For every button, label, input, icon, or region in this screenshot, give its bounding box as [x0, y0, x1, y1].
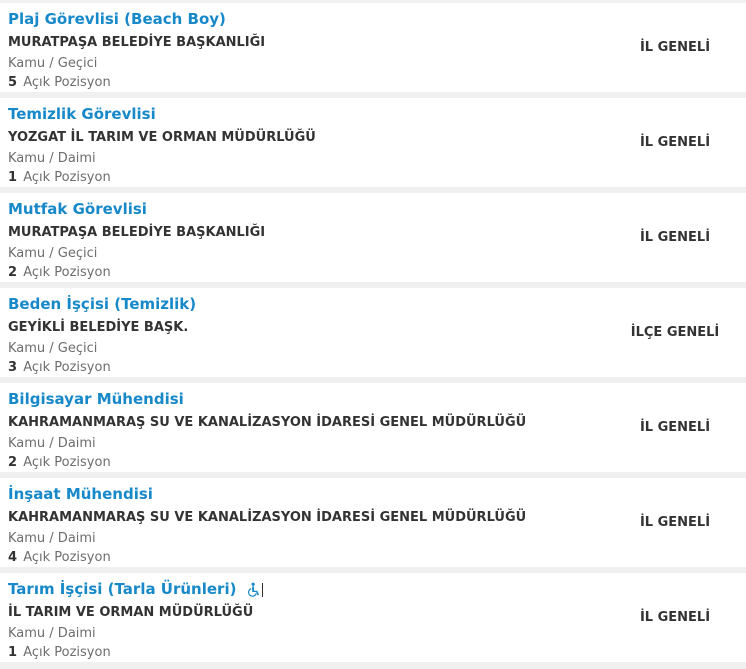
open-positions-count: 5	[8, 75, 18, 90]
job-title-link[interactable]: Beden İşçisi (Temizlik)	[8, 295, 197, 313]
open-positions: 2 Açık Pozisyon	[8, 266, 610, 280]
sector-type: Kamu / Daimi	[8, 436, 96, 451]
open-positions-count: 4	[8, 550, 18, 565]
employer-name: MURATPAŞA BELEDİYE BAŞKANLIĞI	[8, 35, 266, 50]
open-positions-label: Açık Pozisyon	[23, 550, 111, 565]
open-positions-label: Açık Pozisyon	[23, 645, 111, 660]
open-positions-count: 1	[8, 170, 18, 185]
scope-label: İL GENELİ	[639, 135, 711, 150]
employer-name: KAHRAMANMARAŞ SU VE KANALİZASYON İDARESİ…	[8, 510, 527, 525]
open-positions-label: Açık Pozisyon	[23, 265, 111, 280]
sector-type: Kamu / Daimi	[8, 531, 96, 546]
job-listing[interactable]: Tarım İşçisi (Tarla Ürünleri) İL TARIM V…	[0, 573, 746, 662]
scope-label: İL GENELİ	[639, 515, 711, 530]
open-positions: 1 Açık Pozisyon	[8, 646, 610, 660]
job-title-link[interactable]: Bilgisayar Mühendisi	[8, 390, 184, 408]
open-positions-count: 2	[8, 455, 18, 470]
open-positions-label: Açık Pozisyon	[23, 75, 111, 90]
job-listing[interactable]: Beden İşçisi (Temizlik) GEYİKLİ BELEDİYE…	[0, 288, 746, 377]
open-positions: 4 Açık Pozisyon	[8, 551, 610, 565]
open-positions-label: Açık Pozisyon	[23, 170, 111, 185]
scope-label: İL GENELİ	[639, 230, 711, 245]
job-title-link[interactable]: Plaj Görevlisi (Beach Boy)	[8, 10, 226, 28]
job-listing[interactable]: İnşaat Mühendisi KAHRAMANMARAŞ SU VE KAN…	[0, 478, 746, 567]
job-title-link[interactable]: Mutfak Görevlisi	[8, 200, 147, 218]
job-listing[interactable]: Temizlik Görevlisi YOZGAT İL TARIM VE OR…	[0, 98, 746, 187]
job-listing[interactable]: Plaj Görevlisi (Beach Boy) MURATPAŞA BEL…	[0, 3, 746, 92]
employer-name: MURATPAŞA BELEDİYE BAŞKANLIĞI	[8, 225, 266, 240]
text-cursor	[262, 582, 264, 597]
scope-label: İL GENELİ	[639, 40, 711, 55]
job-title-link[interactable]: Temizlik Görevlisi	[8, 105, 156, 123]
job-title-link[interactable]: İnşaat Mühendisi	[8, 485, 153, 503]
scope-label: İLÇE GENELİ	[630, 325, 720, 340]
employer-name: YOZGAT İL TARIM VE ORMAN MÜDÜRLÜĞÜ	[8, 130, 316, 145]
accessibility-icon	[245, 582, 260, 597]
open-positions: 2 Açık Pozisyon	[8, 456, 610, 470]
open-positions-label: Açık Pozisyon	[23, 360, 111, 375]
open-positions-count: 1	[8, 645, 18, 660]
sector-type: Kamu / Daimi	[8, 151, 96, 166]
sector-type: Kamu / Geçici	[8, 341, 98, 356]
open-positions-count: 2	[8, 265, 18, 280]
open-positions-label: Açık Pozisyon	[23, 455, 111, 470]
job-listing[interactable]: Mutfak Görevlisi MURATPAŞA BELEDİYE BAŞK…	[0, 193, 746, 282]
sector-type: Kamu / Daimi	[8, 626, 96, 641]
employer-name: GEYİKLİ BELEDİYE BAŞK.	[8, 320, 189, 335]
scope-label: İL GENELİ	[639, 610, 711, 625]
job-listing[interactable]: Bilgisayar Mühendisi KAHRAMANMARAŞ SU VE…	[0, 383, 746, 472]
open-positions: 3 Açık Pozisyon	[8, 361, 610, 375]
job-title-link[interactable]: Tarım İşçisi (Tarla Ürünleri)	[8, 580, 237, 598]
sector-type: Kamu / Geçici	[8, 246, 98, 261]
sector-type: Kamu / Geçici	[8, 56, 98, 71]
scope-label: İL GENELİ	[639, 420, 711, 435]
employer-name: KAHRAMANMARAŞ SU VE KANALİZASYON İDARESİ…	[8, 415, 527, 430]
open-positions-count: 3	[8, 360, 18, 375]
employer-name: İL TARIM VE ORMAN MÜDÜRLÜĞÜ	[8, 605, 254, 620]
open-positions: 1 Açık Pozisyon	[8, 171, 610, 185]
open-positions: 5 Açık Pozisyon	[8, 76, 610, 90]
